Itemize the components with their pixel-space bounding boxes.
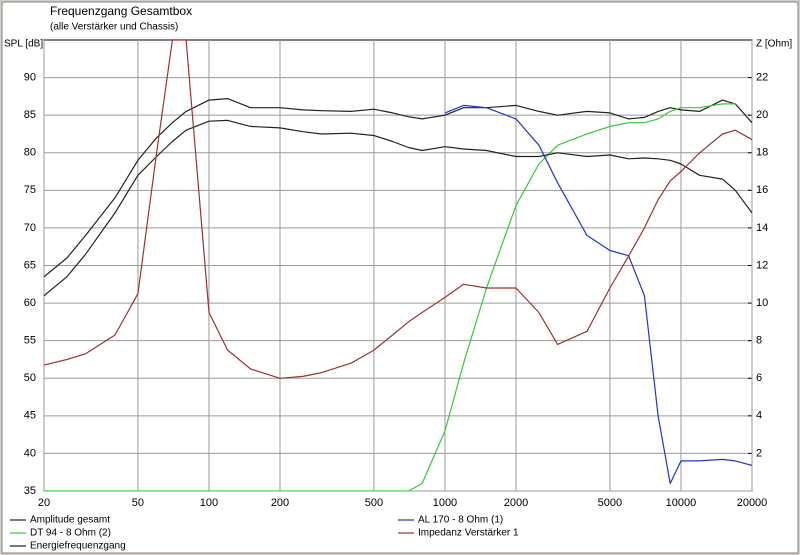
x-tick-label: 1000	[433, 497, 457, 509]
y2-tick-label: 14	[756, 222, 768, 234]
y2-tick-label: 22	[756, 71, 768, 83]
y-tick-label: 70	[24, 222, 36, 234]
y-tick-label: 35	[24, 485, 36, 497]
x-tick-label: 5000	[598, 497, 622, 509]
y-tick-label: 55	[24, 335, 36, 347]
legend-label: AL 170 - 8 Ohm (1)	[418, 515, 503, 526]
y-tick-label: 75	[24, 184, 36, 196]
y2-tick-label: 18	[756, 147, 768, 159]
y-axis-label: SPL [dB]	[4, 39, 43, 50]
x-tick-label: 100	[200, 497, 218, 509]
x-tick-label: 500	[365, 497, 383, 509]
y2-tick-label: 6	[756, 372, 762, 384]
series-line	[44, 98, 752, 278]
y-tick-label: 50	[24, 372, 36, 384]
y2-tick-label: 12	[756, 259, 768, 271]
series-line	[44, 119, 752, 297]
y-tick-label: 45	[24, 410, 36, 422]
y-tick-label: 40	[24, 447, 36, 459]
series-line	[44, 103, 736, 491]
y2-tick-label: 2	[756, 447, 762, 459]
y-tick-label: 80	[24, 147, 36, 159]
legend-label: Energiefrequenzgang	[30, 541, 126, 552]
x-tick-label: 20	[38, 497, 50, 509]
chart-subtitle: (alle Verstärker und Chassis)	[50, 22, 178, 33]
x-tick-label: 10000	[666, 497, 697, 509]
y2-tick-label: 16	[756, 184, 768, 196]
legend-label: Impedanz Verstärker 1	[418, 528, 519, 539]
x-tick-label: 2000	[504, 497, 528, 509]
y2-tick-label: 8	[756, 335, 762, 347]
y2-tick-label: 20	[756, 109, 768, 121]
chart-title: Frequenzgang Gesamtbox	[50, 4, 192, 18]
legend-label: DT 94 - 8 Ohm (2)	[30, 528, 111, 539]
x-tick-label: 20000	[737, 497, 768, 509]
y-tick-label: 85	[24, 109, 36, 121]
legend-label: Amplitude gesamt	[30, 515, 110, 526]
y-tick-label: 65	[24, 259, 36, 271]
y2-tick-label: 4	[756, 410, 762, 422]
y2-axis-label: Z [Ohm]	[756, 39, 792, 50]
series-line	[44, 40, 752, 379]
x-tick-label: 50	[132, 497, 144, 509]
y-tick-label: 60	[24, 297, 36, 309]
y2-tick-label: 10	[756, 297, 768, 309]
y-tick-label: 90	[24, 71, 36, 83]
x-tick-label: 200	[271, 497, 289, 509]
